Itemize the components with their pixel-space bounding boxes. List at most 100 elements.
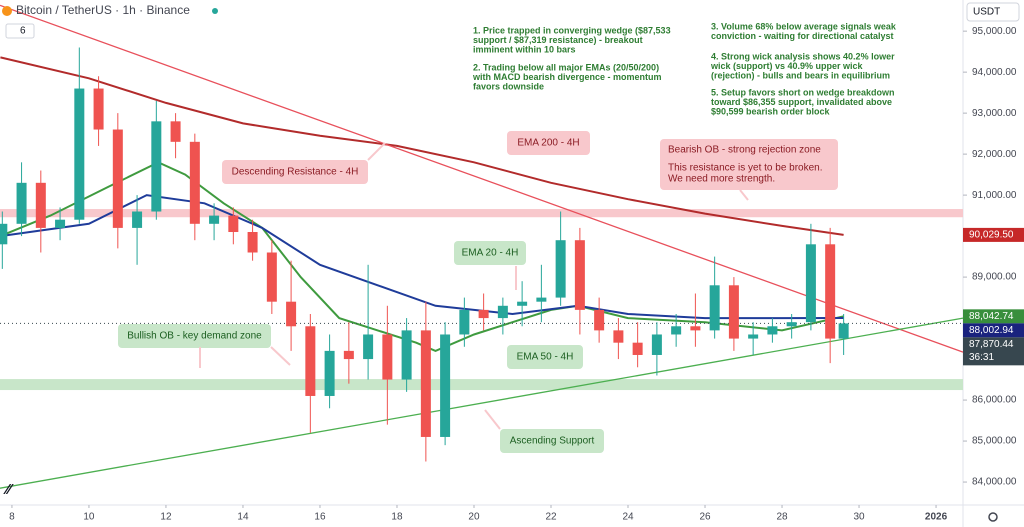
candle-body xyxy=(93,88,104,130)
candle-body xyxy=(613,330,624,343)
note-text: support / $87,319 resistance) - breakout xyxy=(473,35,643,45)
price-label: 87,870.44 xyxy=(969,339,1014,350)
candle-body xyxy=(555,240,566,298)
candle-body xyxy=(266,252,277,302)
logo: ⁄⁄ xyxy=(3,481,15,498)
candle-body xyxy=(247,232,258,253)
candle-body xyxy=(305,326,316,396)
candle-body xyxy=(632,342,643,355)
candle-body xyxy=(286,301,297,327)
price-label-bg xyxy=(963,337,1024,366)
annotation-box xyxy=(507,345,583,369)
price-label-bg xyxy=(963,309,1024,324)
coin-icon xyxy=(2,6,12,16)
annotation-box xyxy=(454,241,526,265)
y-tick-label: 92,000.00 xyxy=(972,149,1017,160)
candle-body xyxy=(35,182,46,228)
ema-line xyxy=(0,56,844,236)
note-text: 5. Setup favors short on wedge breakdown xyxy=(711,87,895,97)
y-tick-label: 91,000.00 xyxy=(972,190,1017,201)
x-tick-label: 20 xyxy=(468,512,480,523)
indicator-toggle[interactable] xyxy=(5,23,35,39)
candle-body xyxy=(401,330,412,380)
y-tick-label: 86,000.00 xyxy=(972,395,1017,406)
candle-body xyxy=(838,323,849,339)
note-text: 1. Price trapped in converging wedge ($8… xyxy=(473,25,671,35)
y-tick-label: 95,000.00 xyxy=(972,26,1017,37)
annotation-box xyxy=(660,139,838,190)
y-tick-label: 89,000.00 xyxy=(972,272,1017,283)
annotation-box xyxy=(500,429,604,453)
candle-body xyxy=(825,244,836,339)
candle-body xyxy=(805,244,816,323)
annotation-box xyxy=(118,324,271,348)
x-tick-label: 26 xyxy=(699,512,711,523)
note-text: $90,599 bearish order block xyxy=(711,106,831,116)
ema-line xyxy=(0,161,844,352)
price-label: 90,029.50 xyxy=(969,230,1014,241)
order-block-zone xyxy=(0,209,963,218)
candle-body xyxy=(536,297,547,302)
candle-body xyxy=(0,223,8,245)
annotation-text: This resistance is yet to be broken. xyxy=(668,163,823,174)
trend-line xyxy=(0,4,964,353)
candle-body xyxy=(74,88,85,220)
annotation-box xyxy=(507,131,590,155)
candle-body xyxy=(459,309,470,335)
note-text: favors downside xyxy=(473,81,544,91)
status-dot xyxy=(212,8,218,14)
annotation-text: Ascending Support xyxy=(510,436,595,447)
candle-body xyxy=(343,350,354,360)
candle-body xyxy=(324,350,335,396)
candle-body xyxy=(748,334,759,339)
y-tick-label: 94,000.00 xyxy=(972,67,1017,78)
x-tick-label: 28 xyxy=(776,512,788,523)
annotation-text: We need more strength. xyxy=(668,174,775,185)
candle-body xyxy=(478,309,489,319)
price-label: 88,002.94 xyxy=(969,325,1014,336)
candle-body xyxy=(55,219,66,228)
note-text: 2. Trading below all major EMAs (20/50/2… xyxy=(473,62,659,72)
currency: USDT xyxy=(973,7,1000,18)
settings-icon[interactable] xyxy=(988,512,998,522)
x-tick-label: 2026 xyxy=(925,512,948,523)
x-tick-label: 16 xyxy=(314,512,326,523)
trend-line xyxy=(0,317,964,489)
x-tick-label: 22 xyxy=(545,512,557,523)
currency-button[interactable] xyxy=(966,2,1020,22)
chart-title: Bitcoin / TetherUS · 1h · Binance xyxy=(16,3,190,17)
price-label-bg xyxy=(963,323,1024,338)
annotation-pointer xyxy=(739,189,749,201)
order-block-zone xyxy=(0,379,963,391)
annotation-text: Bullish OB - key demand zone xyxy=(127,331,262,342)
candle-body xyxy=(709,285,720,331)
candle-body xyxy=(651,334,662,355)
annotation-text: Bearish OB - strong rejection zone xyxy=(668,145,821,156)
note-text: wick (support) vs 40.9% upper wick xyxy=(710,61,864,71)
note-text: (rejection) - bulls and bears in equilib… xyxy=(711,70,890,80)
candle-body xyxy=(440,334,451,437)
candle-body xyxy=(382,334,393,380)
x-tick-label: 18 xyxy=(391,512,403,523)
candle-body xyxy=(228,215,239,233)
annotation-box xyxy=(222,160,368,184)
candle-body xyxy=(690,326,701,331)
y-tick-label: 93,000.00 xyxy=(972,108,1017,119)
x-tick-label: 12 xyxy=(160,512,172,523)
x-tick-label: 8 xyxy=(9,512,15,523)
x-tick-label: 10 xyxy=(83,512,95,523)
indicator-count: 6 xyxy=(20,26,26,37)
x-tick-label: 14 xyxy=(237,512,249,523)
candle-body xyxy=(132,211,143,228)
annotation-text: Descending Resistance - 4H xyxy=(232,167,359,178)
candle-body xyxy=(16,182,27,224)
candle-body xyxy=(420,330,431,437)
annotation-pointer xyxy=(484,409,501,430)
countdown: 36:31 xyxy=(969,352,994,363)
candle-body xyxy=(151,121,162,212)
candle-body xyxy=(363,334,374,360)
candle-body xyxy=(189,141,200,224)
candle-body xyxy=(112,129,123,228)
candle-body xyxy=(767,326,778,335)
y-tick-label: 84,000.00 xyxy=(972,477,1017,488)
